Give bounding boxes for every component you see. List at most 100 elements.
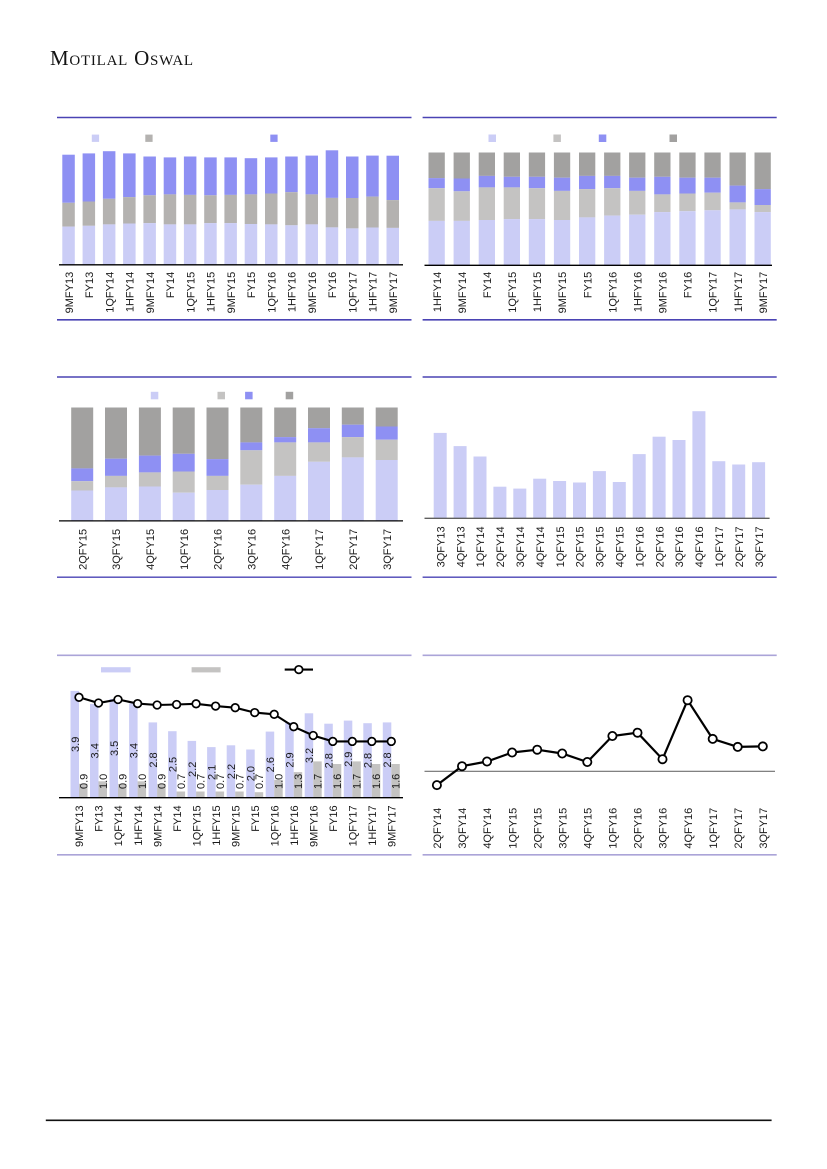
svg-text:1.3: 1.3 xyxy=(293,774,305,789)
svg-text:2QFY15: 2QFY15 xyxy=(77,529,89,570)
svg-text:9MFY15: 9MFY15 xyxy=(226,272,238,314)
svg-text:3QFY15: 3QFY15 xyxy=(595,526,607,567)
svg-text:1.6: 1.6 xyxy=(332,774,344,789)
svg-text:9MFY17: 9MFY17 xyxy=(388,272,400,314)
svg-text:4QFY15: 4QFY15 xyxy=(145,529,157,570)
svg-text:3QFY15: 3QFY15 xyxy=(111,529,123,570)
svg-text:0.7: 0.7 xyxy=(235,774,247,789)
svg-text:9MFY15: 9MFY15 xyxy=(230,805,242,847)
svg-text:2.8: 2.8 xyxy=(363,753,375,768)
svg-text:1.7: 1.7 xyxy=(352,774,364,789)
svg-text:FY14: FY14 xyxy=(172,805,184,831)
svg-text:FY16: FY16 xyxy=(327,272,339,298)
svg-text:3.9: 3.9 xyxy=(70,737,82,752)
svg-text:2.5: 2.5 xyxy=(167,757,179,772)
svg-text:1HFY17: 1HFY17 xyxy=(368,272,380,312)
svg-text:1HFY17: 1HFY17 xyxy=(733,272,745,312)
svg-text:FY13: FY13 xyxy=(84,272,96,298)
svg-text:1QFY15: 1QFY15 xyxy=(185,272,197,313)
svg-text:3QFY14: 3QFY14 xyxy=(515,526,527,567)
svg-text:2QFY14: 2QFY14 xyxy=(432,808,444,849)
svg-text:0.7: 0.7 xyxy=(195,774,207,789)
svg-text:3QFY14: 3QFY14 xyxy=(457,808,469,849)
svg-text:1.6: 1.6 xyxy=(391,774,403,789)
svg-text:1.0: 1.0 xyxy=(137,774,149,789)
svg-text:3.4: 3.4 xyxy=(89,743,101,758)
svg-text:1.7: 1.7 xyxy=(313,774,325,789)
svg-text:9MFY16: 9MFY16 xyxy=(658,272,670,314)
svg-text:4QFY13: 4QFY13 xyxy=(455,526,467,567)
svg-text:2QFY17: 2QFY17 xyxy=(733,808,745,849)
svg-text:1HFY16: 1HFY16 xyxy=(287,272,299,312)
svg-text:4QFY16: 4QFY16 xyxy=(683,808,695,849)
svg-text:1QFY14: 1QFY14 xyxy=(113,805,125,846)
svg-text:9MFY14: 9MFY14 xyxy=(457,272,469,314)
svg-text:2QFY16: 2QFY16 xyxy=(654,526,666,567)
svg-text:3QFY13: 3QFY13 xyxy=(435,526,447,567)
svg-text:FY16: FY16 xyxy=(683,272,695,298)
svg-text:1HFY16: 1HFY16 xyxy=(633,272,645,312)
svg-text:2QFY17: 2QFY17 xyxy=(348,529,360,570)
svg-text:9MFY17: 9MFY17 xyxy=(387,805,399,847)
svg-text:4QFY14: 4QFY14 xyxy=(482,808,494,849)
svg-text:1QFY15: 1QFY15 xyxy=(555,526,567,567)
svg-text:9MFY13: 9MFY13 xyxy=(74,805,86,847)
svg-text:1QFY17: 1QFY17 xyxy=(347,272,359,313)
svg-text:9MFY14: 9MFY14 xyxy=(145,272,157,314)
svg-text:2QFY14: 2QFY14 xyxy=(495,526,507,567)
svg-text:2.8: 2.8 xyxy=(382,752,394,767)
svg-text:2.8: 2.8 xyxy=(148,752,160,767)
svg-text:3QFY17: 3QFY17 xyxy=(382,529,394,570)
svg-text:2.0: 2.0 xyxy=(246,766,258,781)
svg-text:1QFY17: 1QFY17 xyxy=(708,272,720,313)
svg-text:FY14: FY14 xyxy=(482,272,494,298)
svg-text:1QFY16: 1QFY16 xyxy=(634,526,646,567)
svg-text:2QFY17: 2QFY17 xyxy=(734,526,746,567)
svg-text:9MFY16: 9MFY16 xyxy=(308,805,320,847)
svg-text:1QFY16: 1QFY16 xyxy=(269,805,281,846)
svg-text:3QFY17: 3QFY17 xyxy=(754,526,766,567)
svg-text:FY14: FY14 xyxy=(165,272,177,298)
svg-text:0.7: 0.7 xyxy=(176,774,188,789)
svg-text:9MFY15: 9MFY15 xyxy=(557,272,569,314)
svg-text:1QFY16: 1QFY16 xyxy=(607,272,619,313)
svg-text:3QFY16: 3QFY16 xyxy=(247,529,259,570)
svg-text:1QFY17: 1QFY17 xyxy=(708,808,720,849)
svg-text:1QFY14: 1QFY14 xyxy=(104,272,116,313)
svg-text:0.9: 0.9 xyxy=(117,774,129,789)
svg-text:1HFY17: 1HFY17 xyxy=(367,805,379,845)
svg-text:2QFY15: 2QFY15 xyxy=(575,526,587,567)
svg-text:FY15: FY15 xyxy=(582,272,594,298)
svg-text:1QFY16: 1QFY16 xyxy=(179,529,191,570)
svg-text:9MFY16: 9MFY16 xyxy=(307,272,319,314)
svg-text:9MFY13: 9MFY13 xyxy=(64,272,76,314)
svg-text:2.2: 2.2 xyxy=(187,762,199,777)
svg-text:1QFY14: 1QFY14 xyxy=(475,526,487,567)
svg-text:FY13: FY13 xyxy=(94,805,106,831)
svg-text:4QFY16: 4QFY16 xyxy=(280,529,292,570)
svg-text:3QFY16: 3QFY16 xyxy=(674,526,686,567)
svg-text:0.7: 0.7 xyxy=(254,774,266,789)
svg-text:1HFY16: 1HFY16 xyxy=(289,805,301,845)
svg-text:1QFY17: 1QFY17 xyxy=(348,805,360,846)
svg-text:0.9: 0.9 xyxy=(78,774,90,789)
svg-text:1.0: 1.0 xyxy=(98,774,110,789)
svg-text:1QFY15: 1QFY15 xyxy=(507,808,519,849)
svg-text:1HFY14: 1HFY14 xyxy=(125,272,137,312)
svg-text:3.2: 3.2 xyxy=(304,748,316,763)
svg-text:FY15: FY15 xyxy=(246,272,258,298)
svg-text:1.0: 1.0 xyxy=(274,774,286,789)
svg-text:2QFY16: 2QFY16 xyxy=(213,529,225,570)
svg-text:2.9: 2.9 xyxy=(343,752,355,767)
svg-text:1QFY17: 1QFY17 xyxy=(314,529,326,570)
svg-text:FY16: FY16 xyxy=(328,805,340,831)
svg-text:0.7: 0.7 xyxy=(215,774,227,789)
svg-text:1QFY15: 1QFY15 xyxy=(191,805,203,846)
svg-text:4QFY15: 4QFY15 xyxy=(615,526,627,567)
svg-text:2.1: 2.1 xyxy=(206,765,218,780)
svg-text:1HFY15: 1HFY15 xyxy=(206,272,218,312)
svg-text:3QFY15: 3QFY15 xyxy=(558,808,570,849)
svg-text:1HFY14: 1HFY14 xyxy=(432,272,444,312)
svg-text:FY15: FY15 xyxy=(250,805,262,831)
svg-text:3.4: 3.4 xyxy=(128,743,140,758)
